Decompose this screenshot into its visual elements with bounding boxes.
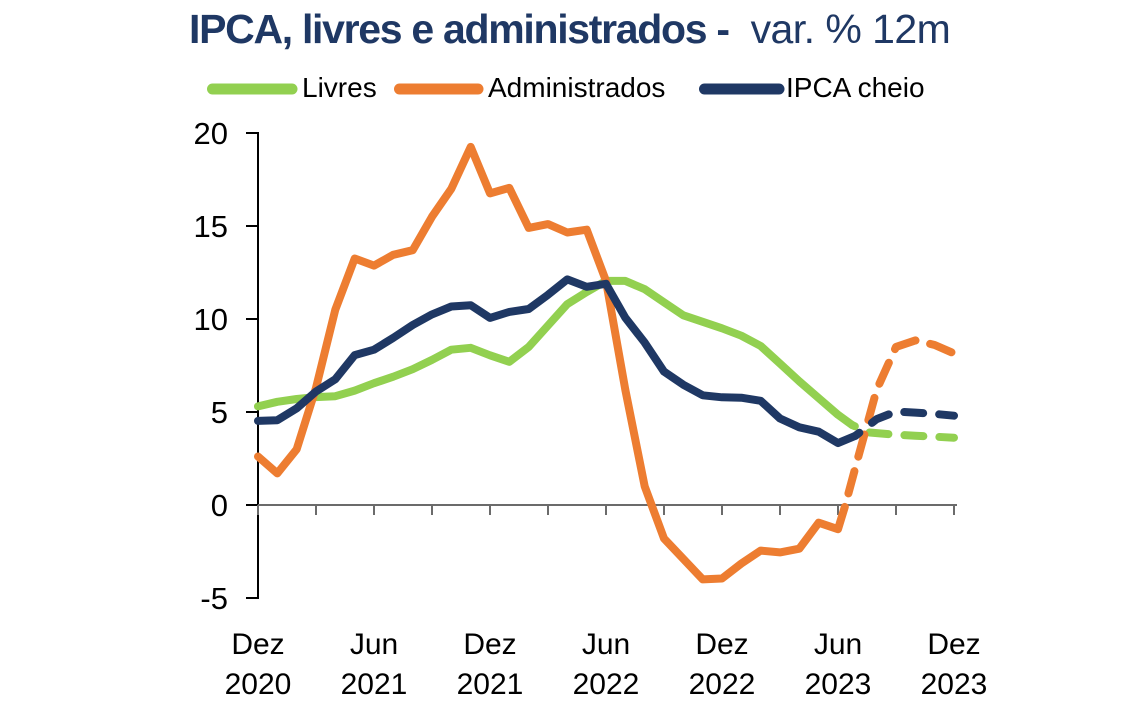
svg-text:2022: 2022: [689, 668, 756, 701]
svg-text:20: 20: [194, 116, 228, 151]
svg-text:15: 15: [194, 209, 228, 244]
svg-text:0: 0: [211, 488, 228, 523]
svg-text:5: 5: [211, 395, 228, 430]
svg-text:2021: 2021: [341, 668, 408, 701]
svg-text:2022: 2022: [573, 668, 640, 701]
svg-text:2023: 2023: [921, 668, 988, 701]
svg-text:Dez: Dez: [695, 628, 748, 661]
svg-text:Administrados: Administrados: [488, 72, 665, 103]
svg-text:2020: 2020: [225, 668, 292, 701]
svg-text:Dez: Dez: [231, 628, 284, 661]
svg-text:Jun: Jun: [350, 628, 398, 661]
svg-text:Dez: Dez: [463, 628, 516, 661]
svg-text:Livres: Livres: [302, 72, 377, 103]
svg-text:2023: 2023: [805, 668, 872, 701]
svg-text:10: 10: [194, 302, 228, 337]
svg-text:Dez: Dez: [927, 628, 980, 661]
svg-text:-5: -5: [200, 581, 228, 616]
svg-text:IPCA, livres e administrados -: IPCA, livres e administrados - var. % 12…: [189, 6, 950, 52]
svg-text:Jun: Jun: [582, 628, 630, 661]
svg-text:IPCA cheio: IPCA cheio: [786, 72, 925, 103]
svg-text:Jun: Jun: [814, 628, 862, 661]
svg-text:2021: 2021: [457, 668, 524, 701]
